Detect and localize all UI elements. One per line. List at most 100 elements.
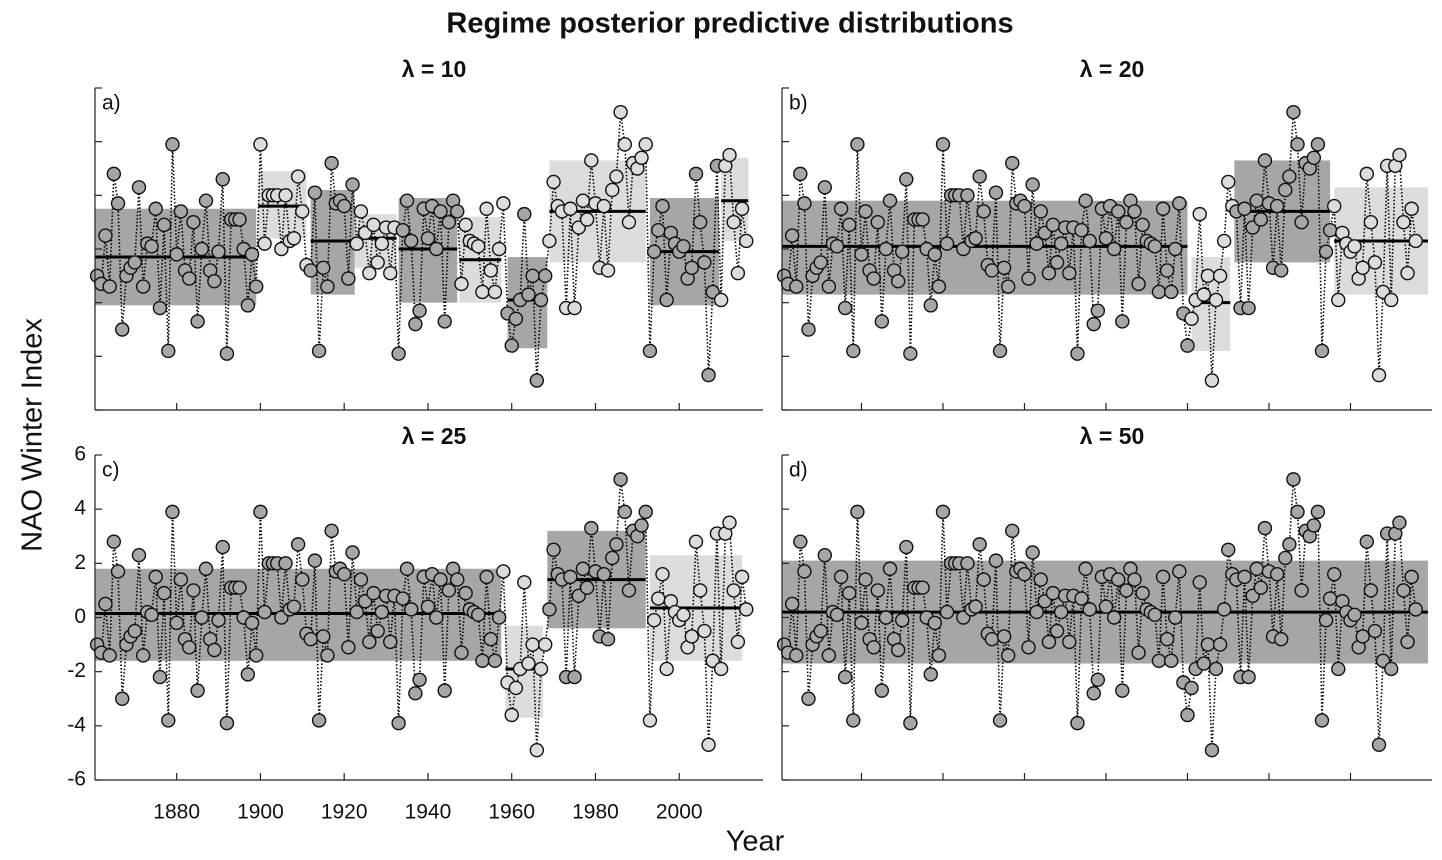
data-point [655,198,670,214]
data-point [98,228,113,243]
data-point [1005,155,1020,171]
data-point [739,233,754,249]
data-point [404,602,419,617]
data-point [1041,634,1057,650]
data-point [1168,610,1183,625]
data-point [106,534,122,549]
data-point [391,346,406,361]
data-point [784,228,800,243]
data-point [609,537,624,552]
data-point [931,279,947,294]
data-point [1049,623,1065,639]
data-point [249,648,264,663]
data-point [734,201,750,216]
data-point [1135,217,1150,233]
data-point [931,648,947,663]
data-point [1074,223,1089,238]
data-point [454,645,469,660]
data-point [688,166,704,182]
data-point [253,504,268,520]
data-point [609,169,624,184]
data-point [127,255,142,270]
data-point [249,279,264,294]
data-point [1119,214,1134,230]
data-point [821,279,837,294]
data-point [131,180,147,195]
panel-label: d) [789,459,808,482]
data-point [165,137,180,152]
data-point [1241,669,1256,685]
data-point [420,231,436,246]
x-tick-label: 1880 [153,801,200,824]
data-point [726,583,741,598]
data-point [487,284,503,300]
data-point [874,314,890,329]
data-point [829,607,845,622]
data-point [517,575,532,590]
data-point [1151,284,1167,300]
data-point [1249,561,1264,576]
data-point [1025,545,1040,560]
data-point [1045,585,1061,601]
data-point [1326,566,1342,582]
data-point [508,680,524,696]
data-point [190,683,205,698]
data-point [362,265,377,281]
data-point [295,572,310,587]
data-point [491,610,507,625]
data-point [858,572,873,587]
data-point [211,244,226,259]
data-point [525,268,540,284]
data-point [106,166,122,182]
data-point [882,561,898,576]
data-point [169,615,184,631]
data-point [866,640,881,655]
data-point [374,236,390,251]
data-point [1017,198,1032,214]
data-point [1408,233,1423,249]
data-point [701,367,716,383]
data-point [1184,680,1199,696]
data-point [1310,504,1326,520]
data-point [638,504,653,520]
panel-title: λ = 10 [402,56,467,82]
data-point [734,569,750,585]
data-point [1131,276,1146,292]
data-point [198,561,214,576]
data-point [797,196,812,211]
data-point [383,634,398,650]
data-point [186,583,201,598]
data-point [161,713,176,728]
data-point [676,607,691,622]
data-point [797,564,812,579]
data-point [1049,255,1065,270]
data-point [1005,523,1020,539]
data-point [1000,648,1016,663]
data-point [899,539,914,555]
panel-title: λ = 50 [1080,423,1145,449]
data-point [1371,367,1387,383]
data-point [1294,583,1309,598]
data-point [395,223,411,238]
data-point [1147,607,1163,622]
data-point [521,287,536,302]
data-point [1253,580,1269,595]
data-point [1172,196,1187,211]
data-point [1408,602,1423,617]
data-point [542,602,557,617]
data-point [1253,212,1269,227]
data-point [935,137,951,152]
data-point [722,515,737,530]
data-point [817,548,832,563]
data-point [584,520,599,536]
data-point [976,204,991,219]
data-point [316,260,331,275]
data-point [1196,287,1211,302]
data-point [161,343,176,359]
data-point [646,613,662,628]
data-point [1347,239,1362,254]
data-point [730,634,746,650]
data-point [475,653,490,669]
data-point [903,715,918,731]
data-point [320,648,335,663]
